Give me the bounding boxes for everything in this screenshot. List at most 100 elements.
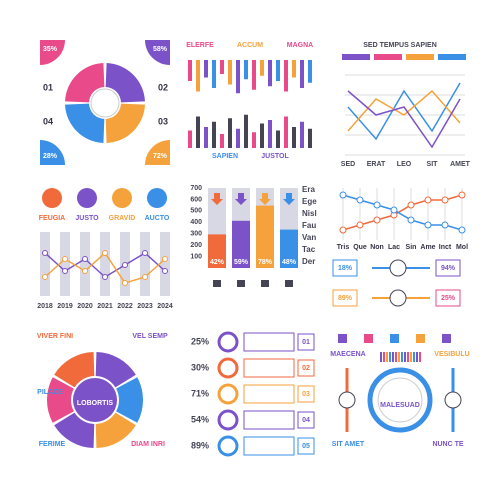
bar <box>188 60 192 81</box>
label: 300 <box>190 231 202 238</box>
dot <box>62 256 68 262</box>
label: Ame <box>420 244 435 251</box>
dot <box>407 201 415 209</box>
dot <box>356 221 364 229</box>
text-box <box>243 358 295 378</box>
corner-shape <box>40 140 65 165</box>
label: Nisl <box>302 209 317 218</box>
label: Sin <box>406 244 417 251</box>
icon-circle <box>338 391 356 409</box>
icon-circle <box>217 435 239 457</box>
icon <box>285 280 293 287</box>
dot <box>407 216 415 224</box>
icon-circle <box>389 259 407 277</box>
label: 2020 <box>77 303 93 310</box>
label: FEUGIA <box>39 215 65 222</box>
dot <box>142 274 148 280</box>
label: 42% <box>210 259 225 266</box>
mini-bar <box>413 352 415 362</box>
stat-box <box>332 289 358 307</box>
label: 400 <box>190 219 202 226</box>
dot <box>122 280 128 286</box>
label: 03 <box>158 116 168 126</box>
bar <box>220 134 224 148</box>
icon-circle <box>112 188 132 208</box>
bar <box>292 60 296 78</box>
label: SAPIEN <box>212 153 238 160</box>
bar <box>276 60 280 81</box>
ring-segment <box>95 412 136 448</box>
dot <box>82 268 88 274</box>
label: 04 <box>302 417 310 424</box>
label: 2019 <box>57 303 73 310</box>
icon-circle <box>217 409 239 431</box>
legend-swatch <box>406 54 434 60</box>
hub <box>90 88 120 118</box>
label: 59% <box>234 259 249 266</box>
label: 71% <box>191 388 209 398</box>
mini-bar <box>404 352 406 362</box>
num-box <box>297 437 315 455</box>
icon <box>416 334 425 343</box>
line <box>347 90 461 149</box>
line <box>347 89 461 132</box>
label: 04 <box>43 116 53 126</box>
bar <box>276 130 280 148</box>
bar <box>260 123 264 148</box>
label: VEL SEMP <box>132 333 168 340</box>
bar <box>260 60 264 76</box>
arrow <box>211 193 223 205</box>
label: AUCTO <box>145 215 170 222</box>
bar <box>268 60 272 87</box>
bar <box>204 60 208 78</box>
bar <box>228 60 232 85</box>
icon <box>364 334 373 343</box>
label: 25% <box>441 295 456 302</box>
label: Non <box>370 244 384 251</box>
label: AMET <box>450 161 471 168</box>
mini-bar <box>383 352 385 362</box>
dot <box>42 274 48 280</box>
mini-bar <box>380 352 382 362</box>
mini-bar <box>416 352 418 362</box>
label: JUSTOL <box>261 153 289 160</box>
dot <box>42 250 48 256</box>
ring <box>367 367 433 433</box>
label: 500 <box>190 208 202 215</box>
bar <box>188 130 192 148</box>
column-fill <box>232 220 250 268</box>
arrow <box>235 193 247 205</box>
label: Tac <box>302 245 316 254</box>
column-fill <box>208 234 226 268</box>
label: 02 <box>302 365 310 372</box>
label: Der <box>302 257 315 266</box>
label: GRAVID <box>109 215 136 222</box>
label: SIT AMET <box>332 441 365 448</box>
dot <box>339 226 347 234</box>
column-bg <box>60 232 70 296</box>
label: 03 <box>302 391 310 398</box>
label: LEO <box>397 161 412 168</box>
ring-segment <box>54 412 95 448</box>
icon-circle <box>389 289 407 307</box>
label: NUNC TE <box>432 441 463 448</box>
bar <box>252 132 256 148</box>
label: 78% <box>258 259 273 266</box>
bar <box>300 121 304 148</box>
dot <box>102 250 108 256</box>
label: 01 <box>43 82 53 92</box>
arrow <box>259 193 271 205</box>
label: 72% <box>153 153 168 160</box>
quadrant <box>65 103 105 143</box>
legend-swatch <box>342 54 370 60</box>
icon-circle <box>147 188 167 208</box>
num-box <box>297 385 315 403</box>
bar <box>268 120 272 148</box>
corner-shape <box>145 140 170 165</box>
ring-segment <box>116 377 143 423</box>
corner-shape <box>40 40 65 65</box>
mini-bar <box>386 352 388 362</box>
bar <box>236 128 240 148</box>
label: 700 <box>190 185 202 192</box>
icon-circle <box>42 188 62 208</box>
